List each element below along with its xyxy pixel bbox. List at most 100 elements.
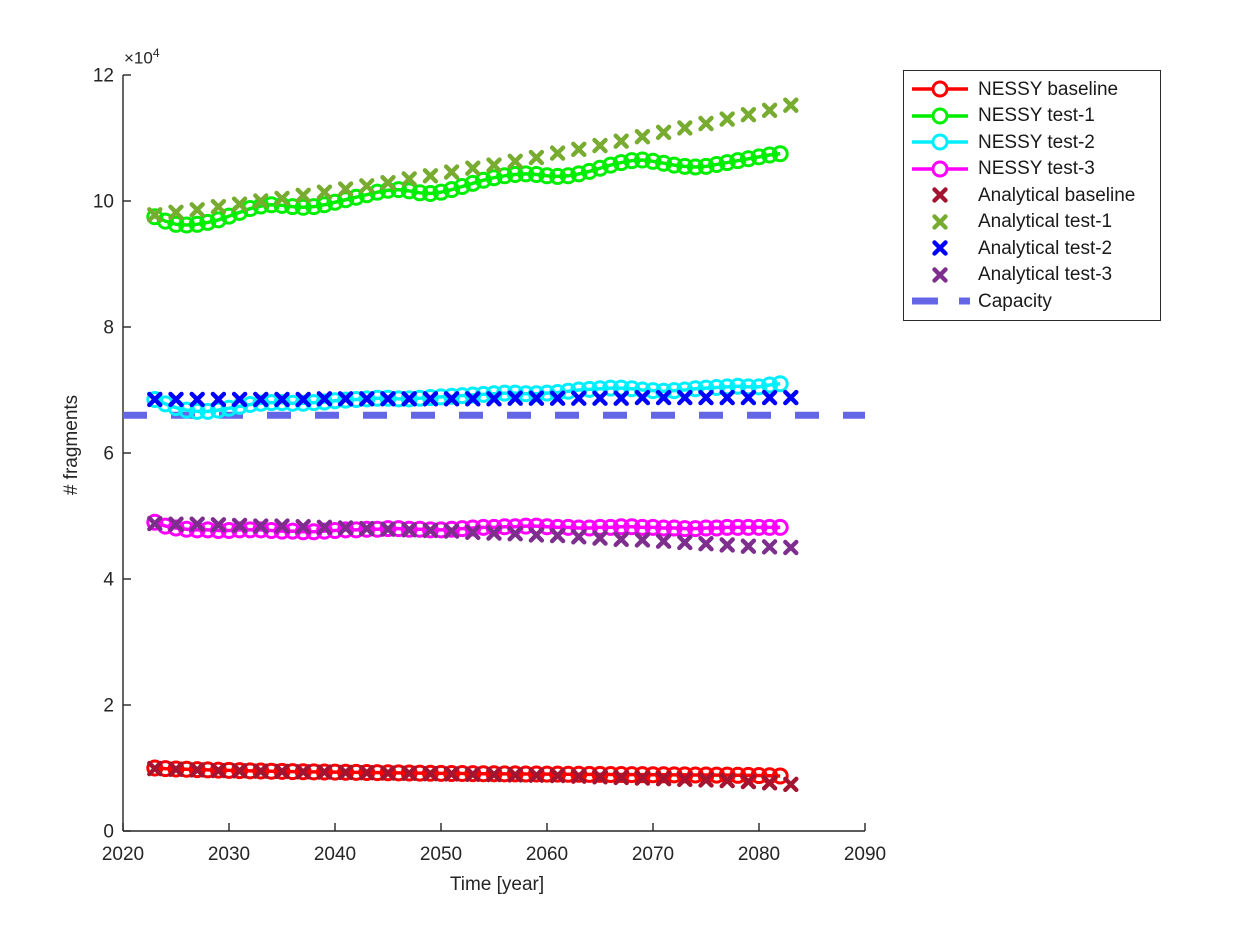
series-analytical-test-3-marker — [359, 520, 375, 537]
series-nessy-test-2-marker — [602, 379, 620, 397]
series-nessy-test-1-marker — [750, 148, 768, 166]
series-analytical-test-1-marker — [571, 141, 587, 158]
series-analytical-baseline-marker — [316, 764, 333, 780]
legend-item-capacity: Capacity — [910, 288, 1152, 315]
series-nessy-test-3-marker — [421, 521, 439, 539]
series-nessy-test-3-marker — [761, 518, 779, 536]
x-tick-label: 2020 — [102, 844, 144, 865]
series-nessy-test-3-marker — [538, 518, 556, 536]
series-analytical-test-1-marker — [337, 181, 354, 197]
series-nessy-test-3-marker — [697, 519, 715, 537]
series-nessy-test-3-marker — [559, 518, 577, 536]
series-nessy-test-1-marker — [432, 183, 450, 201]
series-nessy-baseline-marker — [220, 761, 238, 779]
legend-circle-marker-icon — [931, 160, 949, 178]
x-tick-label: 2050 — [420, 844, 462, 865]
series-nessy-test-2-marker — [750, 378, 768, 396]
series-nessy-test-3-marker — [771, 518, 789, 536]
series-nessy-test-2-marker — [644, 382, 662, 400]
series-analytical-test-1-marker — [719, 111, 735, 127]
series-nessy-test-1-marker — [686, 158, 704, 176]
legend-label: Analytical baseline — [978, 184, 1136, 206]
series-analytical-test-1-marker — [253, 193, 269, 209]
series-nessy-test-2-marker — [739, 378, 757, 396]
y-tick-label: 10 — [93, 192, 114, 213]
y-axis-label: # fragments — [61, 394, 82, 496]
series-nessy-test-3-marker — [633, 518, 651, 536]
series-analytical-test-1-marker — [740, 106, 757, 123]
legend-circle-marker-icon — [931, 133, 949, 151]
legend-x-marker-icon — [932, 267, 948, 283]
legend-swatch — [932, 267, 948, 283]
series-nessy-test-1-marker — [676, 157, 694, 175]
series-nessy-baseline-marker — [347, 763, 365, 781]
legend-swatch — [932, 187, 948, 203]
series-nessy-test-3-marker — [580, 519, 598, 537]
series-nessy-test-1-marker — [739, 150, 757, 168]
legend-item-nessy-test-3: NESSY test-3 — [910, 156, 1152, 183]
series-nessy-baseline-marker — [209, 761, 227, 779]
series-analytical-test-1-marker — [295, 187, 311, 204]
series-analytical-test-1-marker — [507, 153, 523, 170]
y-axis-exponent-label: ×104 — [124, 46, 160, 69]
series-analytical-baseline-marker — [295, 764, 311, 780]
series-analytical-test-3-marker — [231, 517, 248, 534]
series-analytical-test-1-marker — [486, 157, 502, 173]
series-nessy-baseline-marker — [252, 762, 270, 780]
series-nessy-test-3-marker — [644, 518, 662, 536]
series-nessy-baseline-marker — [379, 764, 397, 782]
series-nessy-test-1-marker — [474, 171, 492, 189]
series-nessy-baseline-marker — [612, 766, 630, 784]
series-nessy-test-1-marker — [559, 167, 577, 185]
series-analytical-test-3-marker — [147, 515, 163, 532]
series-nessy-test-3-marker — [676, 520, 694, 538]
series-analytical-test-3-marker — [698, 536, 714, 552]
legend-label: Analytical test-3 — [978, 264, 1113, 286]
series-nessy-test-1-marker — [453, 178, 471, 196]
series-nessy-test-1-marker — [602, 156, 620, 174]
series-analytical-test-1-marker — [592, 137, 608, 154]
series-analytical-baseline-marker — [761, 775, 778, 791]
series-analytical-baseline-marker — [274, 763, 290, 780]
x-tick-label: 2040 — [314, 844, 356, 865]
series-nessy-test-3-marker — [750, 518, 768, 536]
series-analytical-test-2-marker — [677, 389, 693, 406]
y-exponent-base: ×10 — [124, 48, 153, 68]
series-nessy-baseline-marker — [570, 765, 588, 783]
series-analytical-test-3-marker — [443, 523, 460, 539]
series-nessy-test-2-marker — [390, 390, 408, 408]
series-analytical-test-2-marker — [316, 391, 333, 407]
series-nessy-test-2-marker — [443, 387, 461, 405]
series-analytical-test-3-marker — [677, 534, 693, 551]
series-analytical-test-3-marker — [210, 517, 227, 533]
series-nessy-test-3-marker — [739, 518, 757, 536]
series-analytical-test-2-marker — [528, 390, 545, 406]
series-nessy-baseline-marker — [485, 765, 503, 783]
legend-label: Capacity — [978, 290, 1052, 312]
legend-item-nessy-test-2: NESSY test-2 — [910, 129, 1152, 156]
series-analytical-baseline-marker — [783, 776, 799, 793]
series-analytical-test-2-marker — [380, 391, 396, 407]
series-nessy-baseline-marker — [443, 764, 461, 782]
series-nessy-test-1-marker — [506, 166, 524, 184]
series-analytical-test-3-marker — [592, 530, 608, 546]
series-analytical-test-3-marker — [528, 527, 545, 543]
series-nessy-test-3-marker — [718, 518, 736, 536]
series-analytical-test-2-marker — [698, 389, 714, 406]
series-analytical-test-2-marker — [147, 391, 163, 408]
series-analytical-test-3-marker — [571, 529, 587, 545]
series-nessy-test-2-marker — [220, 399, 238, 417]
series-nessy-test-1-marker — [570, 165, 588, 183]
series-nessy-test-1-marker — [718, 154, 736, 172]
legend-item-analytical-test-1: Analytical test-1 — [910, 209, 1152, 236]
series-analytical-baseline-marker — [422, 765, 439, 782]
series-nessy-test-1-marker — [400, 182, 418, 200]
series-nessy-baseline-marker — [262, 762, 280, 780]
series-nessy-baseline-marker — [284, 763, 302, 781]
x-tick-label: 2030 — [208, 844, 250, 865]
series-nessy-test-3-marker — [591, 518, 609, 536]
legend-swatch — [912, 133, 968, 151]
series-nessy-test-3-marker — [379, 520, 397, 538]
series-analytical-test-1-marker — [443, 164, 460, 180]
series-nessy-test-1-marker — [315, 196, 333, 214]
